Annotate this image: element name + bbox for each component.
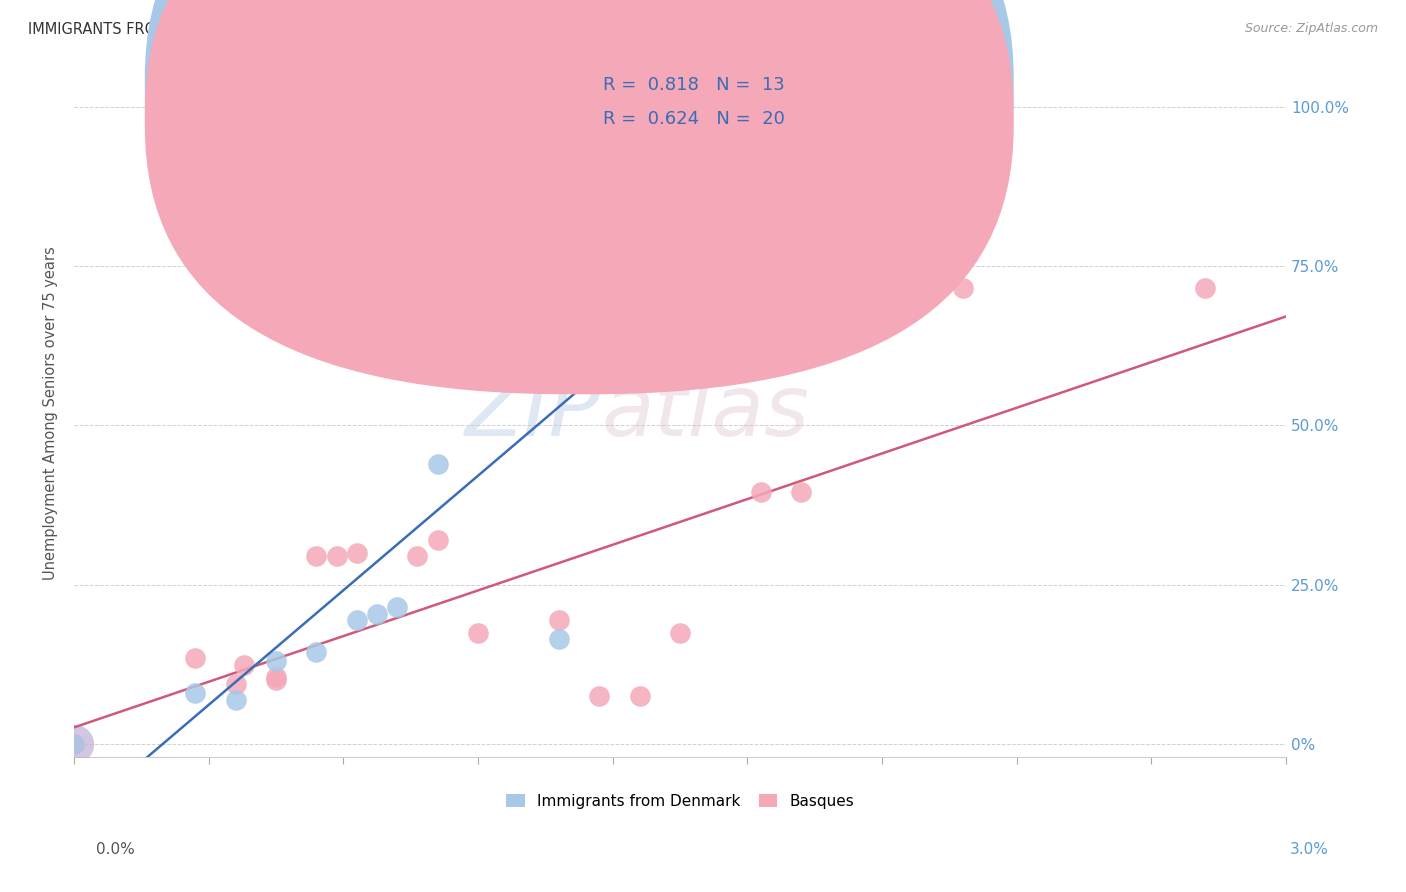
Point bbox=[387, 600, 409, 615]
Point bbox=[63, 737, 86, 751]
Point bbox=[325, 549, 347, 563]
Legend: Immigrants from Denmark, Basques: Immigrants from Denmark, Basques bbox=[501, 788, 860, 814]
Point bbox=[366, 607, 388, 621]
Point bbox=[406, 549, 429, 563]
Point bbox=[1194, 281, 1216, 295]
Point bbox=[63, 737, 86, 751]
Point bbox=[749, 485, 772, 500]
Point bbox=[628, 106, 651, 120]
Point bbox=[264, 670, 287, 684]
Point bbox=[346, 546, 368, 560]
Point bbox=[952, 281, 974, 295]
Y-axis label: Unemployment Among Seniors over 75 years: Unemployment Among Seniors over 75 years bbox=[44, 246, 58, 580]
Point bbox=[232, 657, 254, 672]
Point bbox=[346, 613, 368, 627]
Point bbox=[63, 737, 86, 751]
Point bbox=[467, 625, 489, 640]
Point bbox=[264, 654, 287, 668]
Point bbox=[184, 651, 207, 665]
Text: 3.0%: 3.0% bbox=[1289, 842, 1329, 856]
Point bbox=[305, 645, 328, 659]
Point bbox=[225, 676, 247, 690]
Point bbox=[952, 106, 974, 120]
Point bbox=[305, 549, 328, 563]
Point bbox=[547, 632, 569, 646]
Text: Source: ZipAtlas.com: Source: ZipAtlas.com bbox=[1244, 22, 1378, 36]
Text: R =  0.818   N =  13: R = 0.818 N = 13 bbox=[603, 76, 785, 94]
Point bbox=[426, 457, 449, 471]
Point bbox=[588, 690, 610, 704]
Point bbox=[628, 690, 651, 704]
Text: IMMIGRANTS FROM DENMARK VS BASQUE UNEMPLOYMENT AMONG SENIORS OVER 75 YEARS CORRE: IMMIGRANTS FROM DENMARK VS BASQUE UNEMPL… bbox=[28, 22, 875, 37]
Point bbox=[588, 227, 610, 242]
Point bbox=[264, 673, 287, 688]
Point bbox=[790, 485, 813, 500]
Point bbox=[184, 686, 207, 700]
Text: 0.0%: 0.0% bbox=[96, 842, 135, 856]
Point bbox=[669, 625, 692, 640]
Point bbox=[426, 533, 449, 548]
Text: ZIP: ZIP bbox=[465, 371, 602, 454]
Text: atlas: atlas bbox=[602, 371, 810, 454]
Point bbox=[547, 613, 569, 627]
Point bbox=[225, 692, 247, 706]
Text: R =  0.624   N =  20: R = 0.624 N = 20 bbox=[603, 110, 785, 128]
